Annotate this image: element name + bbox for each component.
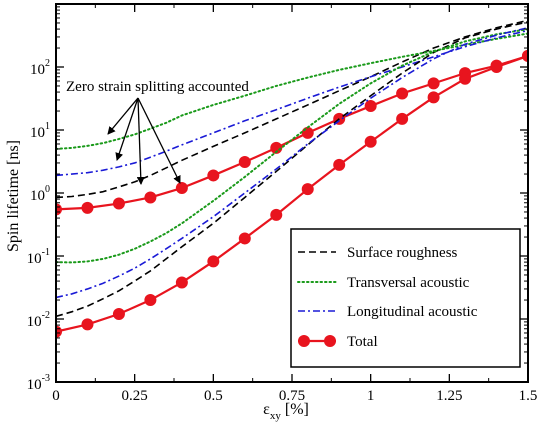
y-tick-label-base: 10 bbox=[30, 125, 45, 141]
series-total-upper-point bbox=[112, 197, 125, 210]
series-total-lower-point bbox=[333, 158, 346, 171]
y-tick-label: 10-1 bbox=[27, 247, 50, 267]
series-total-upper-point bbox=[427, 77, 440, 90]
series-total-lower-point bbox=[238, 232, 251, 245]
x-tick-label: 0 bbox=[52, 388, 60, 404]
series-total-upper-point bbox=[144, 191, 157, 204]
series-total-lower-point bbox=[301, 183, 314, 196]
legend: Surface roughness Transversal acoustic L… bbox=[290, 228, 521, 368]
series-transversal-acoustic-lower-line bbox=[56, 28, 528, 264]
y-tick-label-base: 10 bbox=[27, 377, 42, 393]
annotation-arrow-4 bbox=[137, 97, 181, 184]
series-total-upper-point bbox=[175, 182, 188, 195]
series-longitudinal-acoustic-lower-line bbox=[56, 26, 528, 299]
legend-label-total: Total bbox=[347, 334, 378, 350]
annotation-arrow-1 bbox=[107, 97, 139, 135]
x-axis-label: εxy [%] bbox=[263, 401, 309, 422]
y-axis-label: Spin lifetime [ns] bbox=[5, 140, 22, 252]
series-total-lower-line bbox=[56, 54, 528, 333]
y-tick-label-base: 10 bbox=[30, 62, 45, 78]
series-total-lower-point bbox=[270, 208, 283, 221]
y-tick-label-exponent: 1 bbox=[45, 121, 50, 132]
y-tick-label: 10-2 bbox=[27, 310, 50, 330]
y-tick-label-base: 10 bbox=[30, 188, 45, 204]
series-total-upper-point bbox=[301, 126, 314, 139]
series-total-lower-point bbox=[207, 255, 220, 268]
y-tick-label-exponent: -3 bbox=[42, 373, 50, 384]
series-total-lower-point bbox=[522, 49, 528, 62]
annotation-arrow-3 bbox=[136, 97, 145, 185]
x-tick-label: 1 bbox=[367, 388, 375, 404]
x-tick-label: 0.5 bbox=[204, 388, 223, 404]
annotation-arrow-2 bbox=[115, 97, 139, 161]
series-total-upper-point bbox=[364, 100, 377, 113]
x-tick-labels: 0 0.25 0.5 0.75 1 1.25 1.5 bbox=[52, 388, 537, 404]
series-total-upper-point bbox=[396, 87, 409, 100]
series-total-upper-point bbox=[81, 201, 94, 214]
series-total-upper-point bbox=[238, 156, 251, 169]
y-tick-label-exponent: -1 bbox=[42, 247, 50, 258]
y-tick-label: 10-3 bbox=[27, 373, 50, 393]
series-total-lower-point bbox=[459, 72, 472, 85]
legend-label-transversal-acoustic: Transversal acoustic bbox=[347, 275, 470, 291]
series-surface-roughness-upper-line bbox=[56, 19, 528, 199]
series-surface-roughness-lower-line bbox=[56, 21, 528, 318]
series-total-upper-point bbox=[207, 169, 220, 182]
series-total-lower-point bbox=[175, 276, 188, 289]
y-tick-label-exponent: -2 bbox=[42, 310, 50, 321]
x-tick-label: 0.25 bbox=[122, 388, 148, 404]
y-tick-label-base: 10 bbox=[27, 314, 42, 330]
x-tick-label: 0.75 bbox=[279, 388, 305, 404]
annotation-text: Zero strain splitting accounted bbox=[66, 79, 249, 95]
legend-swatch-total-marker-left bbox=[298, 335, 310, 347]
x-axis-label-sub: xy bbox=[270, 410, 282, 422]
legend-label-longitudinal-acoustic: Longitudinal acoustic bbox=[347, 304, 478, 320]
y-tick-label-exponent: 0 bbox=[45, 184, 50, 195]
series-total-upper-point bbox=[270, 141, 283, 154]
series-longitudinal-acoustic-upper-line bbox=[56, 29, 528, 177]
series-total-lower-point bbox=[112, 308, 125, 321]
series-total-lower-point bbox=[396, 112, 409, 125]
series-total-lower-point bbox=[81, 318, 94, 331]
series-total-lower-point bbox=[364, 135, 377, 148]
y-tick-label: 100 bbox=[30, 184, 50, 204]
x-tick-label: 1.5 bbox=[519, 388, 538, 404]
x-axis-label-unit: [%] bbox=[281, 401, 309, 418]
y-tick-label: 102 bbox=[30, 58, 50, 78]
plot-frame bbox=[55, 3, 529, 383]
legend-swatch-total-marker-right bbox=[324, 335, 336, 347]
series-total-lower-point bbox=[144, 294, 157, 307]
y-tick-label-base: 10 bbox=[27, 251, 42, 267]
y-tick-label: 101 bbox=[30, 121, 50, 141]
series-layer bbox=[56, 19, 528, 338]
series-total-lower-point bbox=[490, 61, 503, 73]
annotation: Zero strain splitting accounted bbox=[66, 79, 249, 185]
legend-label-surface-roughness: Surface roughness bbox=[347, 245, 458, 261]
x-tick-label: 1.25 bbox=[436, 388, 462, 404]
series-transversal-acoustic-upper-line bbox=[56, 32, 528, 150]
series-total-lower-point bbox=[427, 91, 440, 104]
y-tick-label-exponent: 2 bbox=[45, 58, 50, 69]
